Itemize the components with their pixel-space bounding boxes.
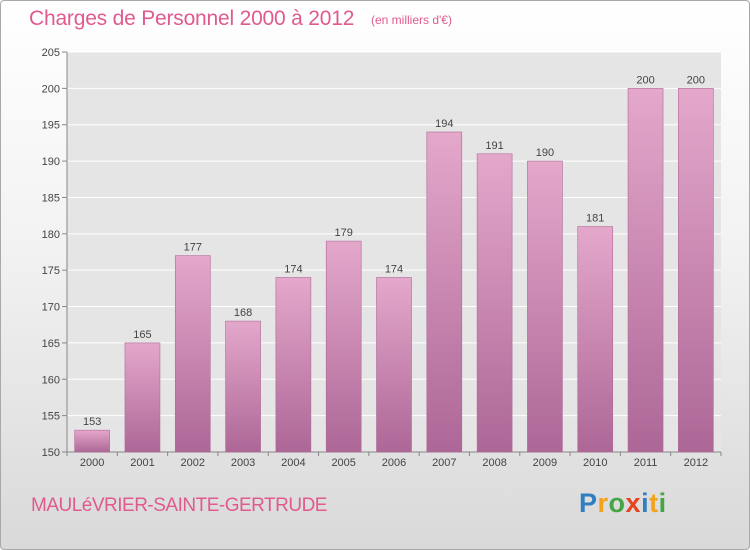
y-tick-label: 200 [42, 83, 60, 95]
x-tick-label: 2012 [684, 457, 708, 469]
bar-outline [225, 320, 261, 453]
y-tick-label: 185 [42, 192, 60, 204]
y-tick-label: 160 [42, 374, 60, 386]
bar-value-label: 200 [687, 74, 705, 86]
bar [628, 88, 664, 452]
bar-value-label: 190 [536, 147, 554, 159]
bar-outline [124, 342, 161, 453]
logo-letter: P [579, 488, 598, 518]
bar-outline [678, 88, 714, 453]
x-tick-label: 2005 [331, 457, 355, 469]
chart-unit-note: (en milliers d'€) [371, 13, 452, 27]
y-tick-label: 170 [42, 302, 60, 314]
x-tick-label: 2004 [281, 457, 305, 469]
x-tick-label: 2011 [634, 457, 658, 469]
bar-value-label: 177 [184, 242, 202, 254]
chart-title: Charges de Personnel 2000 à 2012 [29, 7, 355, 30]
logo-letter: i [641, 488, 650, 518]
bar-outline [476, 153, 513, 453]
bar-value-label: 179 [335, 227, 353, 239]
bar [326, 241, 362, 452]
y-tick-label: 180 [42, 229, 60, 241]
y-tick-label: 155 [42, 411, 60, 423]
bar-value-label: 168 [234, 307, 252, 319]
bar-value-label: 174 [284, 263, 302, 275]
bar-outline [275, 277, 312, 453]
bar [225, 321, 261, 452]
bar [678, 88, 714, 452]
bar [275, 277, 311, 452]
bar-outline [74, 429, 110, 453]
x-tick-label: 2007 [432, 457, 456, 469]
bar [175, 255, 211, 452]
x-tick-label: 2009 [533, 457, 557, 469]
y-tick-label: 195 [42, 120, 60, 132]
bar-outline [426, 131, 463, 453]
bar-outline [577, 226, 614, 453]
bar-outline [174, 255, 211, 453]
bar-value-label: 165 [133, 329, 151, 341]
proxiti-logo[interactable]: Proxiti [579, 488, 667, 519]
x-tick-label: 2010 [583, 457, 607, 469]
y-tick-label: 205 [42, 47, 60, 59]
logo-letter: x [625, 488, 642, 518]
x-tick-label: 2002 [181, 457, 205, 469]
bar [577, 226, 613, 452]
x-tick-label: 2003 [231, 457, 255, 469]
commune-name: MAULéVRIER-SAINTE-GERTRUDE [31, 495, 327, 516]
bar-outline [376, 277, 412, 453]
logo-letter: r [597, 488, 609, 518]
bar-value-label: 174 [385, 263, 403, 275]
y-tick-label: 165 [42, 338, 60, 350]
bar-value-label: 153 [83, 416, 101, 428]
bar-outline [325, 240, 362, 453]
x-tick-label: 2000 [80, 457, 104, 469]
logo-letter: o [608, 488, 626, 518]
bar [376, 277, 412, 452]
bar-outline [627, 88, 664, 453]
y-tick-label: 150 [42, 447, 60, 459]
bar-value-label: 200 [636, 74, 654, 86]
logo-letter: t [649, 488, 659, 518]
x-tick-label: 2001 [130, 457, 154, 469]
bar [426, 132, 462, 452]
x-tick-label: 2006 [382, 457, 406, 469]
bar-outline [527, 160, 563, 453]
y-tick-label: 190 [42, 156, 60, 168]
logo-letter: i [658, 488, 667, 518]
bar [477, 153, 513, 452]
bar [527, 161, 563, 452]
bar-value-label: 194 [435, 118, 453, 130]
y-tick-label: 175 [42, 265, 60, 277]
bar [74, 430, 110, 452]
bar-value-label: 191 [485, 140, 503, 152]
bar [124, 342, 160, 452]
x-tick-label: 2008 [482, 457, 506, 469]
bar-value-label: 181 [586, 213, 604, 225]
